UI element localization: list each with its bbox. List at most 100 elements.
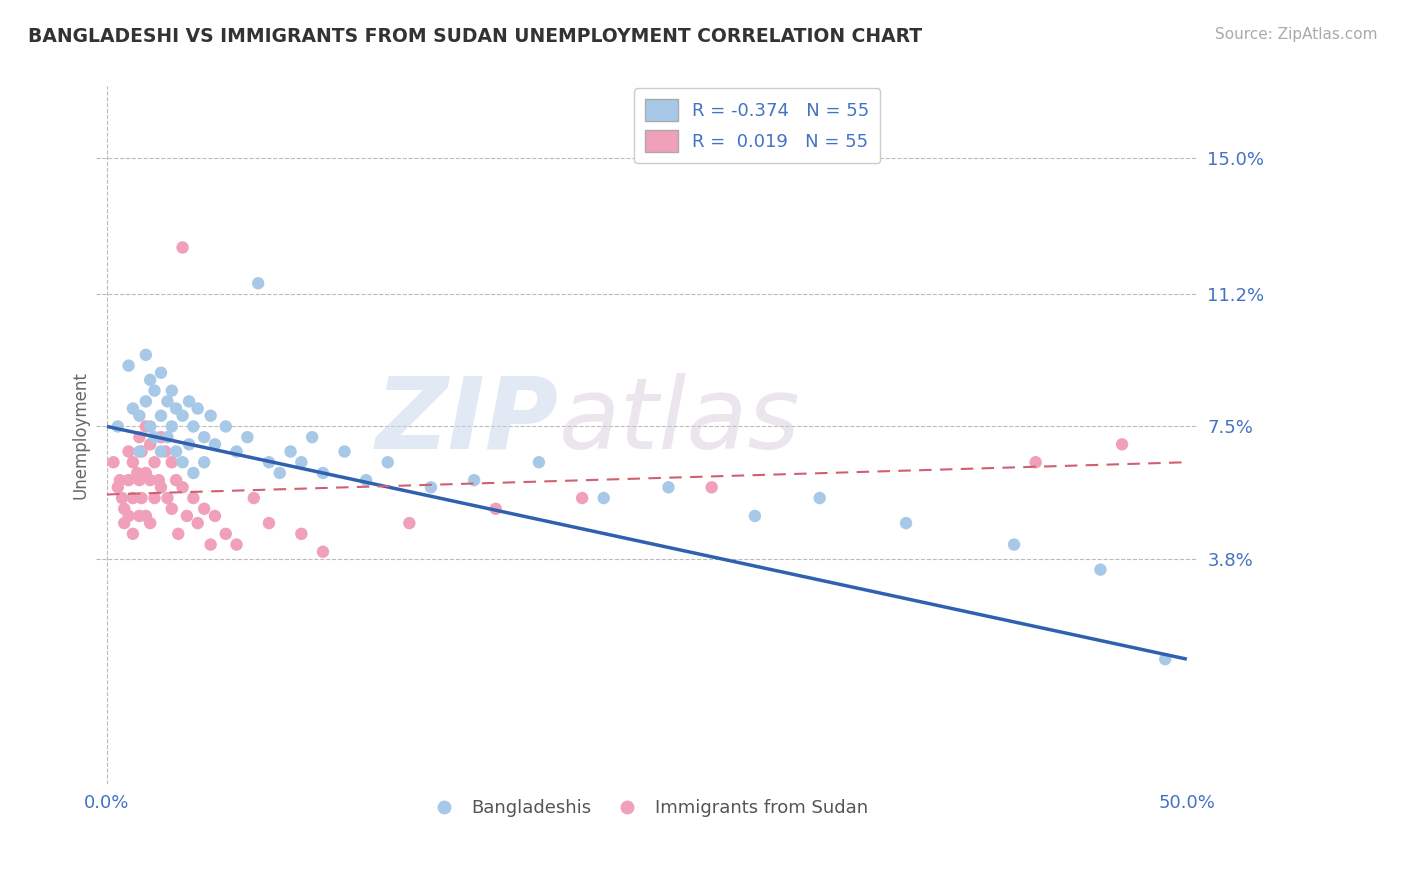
Point xyxy=(160,384,183,398)
Point xyxy=(135,508,157,523)
Text: atlas: atlas xyxy=(558,373,800,470)
Point xyxy=(139,373,162,387)
Point xyxy=(156,394,179,409)
Point xyxy=(112,501,135,516)
Point xyxy=(377,455,399,469)
Point xyxy=(131,444,153,458)
Point xyxy=(112,516,135,530)
Point xyxy=(172,480,194,494)
Point xyxy=(808,491,831,505)
Point xyxy=(1111,437,1133,451)
Point xyxy=(128,508,150,523)
Point xyxy=(107,480,129,494)
Point xyxy=(1090,563,1112,577)
Point xyxy=(143,384,166,398)
Point xyxy=(117,444,139,458)
Point xyxy=(139,419,162,434)
Point xyxy=(149,480,172,494)
Point xyxy=(592,491,614,505)
Point xyxy=(149,444,172,458)
Point xyxy=(149,430,172,444)
Point xyxy=(204,437,226,451)
Point xyxy=(117,508,139,523)
Point xyxy=(485,501,508,516)
Point xyxy=(172,409,194,423)
Point xyxy=(117,473,139,487)
Point xyxy=(139,437,162,451)
Point xyxy=(200,538,222,552)
Point xyxy=(257,455,280,469)
Point xyxy=(117,359,139,373)
Point xyxy=(290,526,312,541)
Point xyxy=(160,419,183,434)
Point xyxy=(165,401,187,416)
Point xyxy=(172,240,194,254)
Point xyxy=(131,491,153,505)
Point xyxy=(744,508,766,523)
Point xyxy=(135,419,157,434)
Y-axis label: Unemployment: Unemployment xyxy=(72,371,89,500)
Point xyxy=(527,455,550,469)
Point xyxy=(155,444,177,458)
Point xyxy=(215,419,238,434)
Point xyxy=(122,491,145,505)
Point xyxy=(139,473,162,487)
Point xyxy=(193,455,215,469)
Point xyxy=(333,444,356,458)
Point xyxy=(193,430,215,444)
Point xyxy=(148,473,170,487)
Point xyxy=(122,526,145,541)
Text: ZIP: ZIP xyxy=(375,373,558,470)
Point xyxy=(177,394,200,409)
Point xyxy=(111,491,134,505)
Point xyxy=(204,508,226,523)
Point xyxy=(215,526,238,541)
Point xyxy=(247,277,270,291)
Point xyxy=(269,466,291,480)
Point xyxy=(128,473,150,487)
Point xyxy=(127,466,149,480)
Point xyxy=(290,455,312,469)
Point xyxy=(160,501,183,516)
Point xyxy=(463,473,485,487)
Point xyxy=(135,394,157,409)
Point xyxy=(122,455,145,469)
Point xyxy=(177,437,200,451)
Point xyxy=(312,545,335,559)
Point xyxy=(1154,652,1177,666)
Point xyxy=(160,455,183,469)
Point xyxy=(200,409,222,423)
Point xyxy=(128,409,150,423)
Point xyxy=(135,348,157,362)
Point xyxy=(107,419,129,434)
Point xyxy=(225,444,247,458)
Point xyxy=(143,455,166,469)
Point xyxy=(187,401,209,416)
Point xyxy=(135,466,157,480)
Point xyxy=(172,455,194,469)
Point xyxy=(354,473,377,487)
Point xyxy=(149,409,172,423)
Point xyxy=(700,480,723,494)
Point xyxy=(243,491,266,505)
Point xyxy=(187,516,209,530)
Point xyxy=(419,480,441,494)
Point xyxy=(894,516,917,530)
Point xyxy=(128,430,150,444)
Point xyxy=(143,491,166,505)
Point xyxy=(398,516,420,530)
Point xyxy=(156,491,179,505)
Point xyxy=(1002,538,1025,552)
Point xyxy=(236,430,259,444)
Point xyxy=(176,508,198,523)
Point xyxy=(183,491,205,505)
Point xyxy=(165,473,187,487)
Point xyxy=(108,473,131,487)
Point xyxy=(183,419,205,434)
Point xyxy=(139,516,162,530)
Point xyxy=(103,455,125,469)
Point xyxy=(257,516,280,530)
Point xyxy=(1025,455,1047,469)
Point xyxy=(193,501,215,516)
Legend: Bangladeshis, Immigrants from Sudan: Bangladeshis, Immigrants from Sudan xyxy=(419,792,875,824)
